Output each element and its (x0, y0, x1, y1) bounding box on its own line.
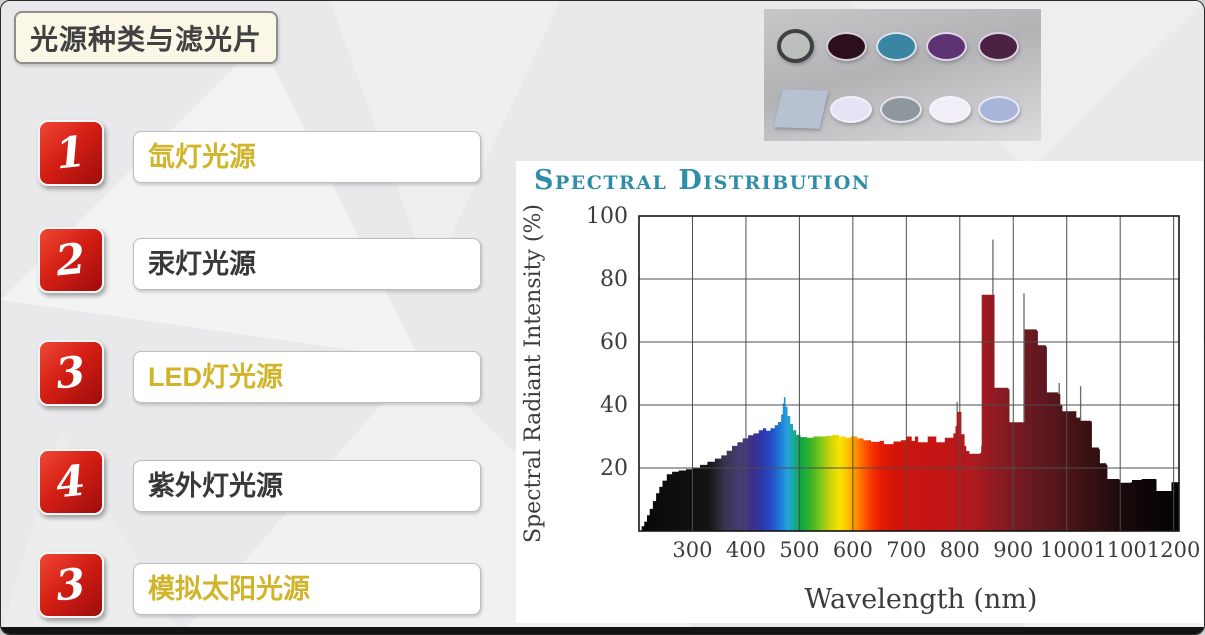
y-tick-label: 100 (586, 204, 628, 229)
periwinkle-filter (978, 96, 1020, 123)
spectrum-area (639, 294, 1179, 531)
purple-filter (926, 32, 967, 61)
item-label-box: 氙灯光源 (133, 131, 481, 183)
item-label-box: 模拟太阳光源 (133, 563, 481, 615)
plot-border (638, 215, 1180, 532)
pale-lavender-filter (830, 96, 872, 123)
y-tick-label: 60 (600, 330, 628, 355)
item-number: 2 (53, 233, 89, 286)
item-label: 紫外灯光源 (148, 470, 283, 501)
y-axis-label: Spectral Radiant Intensity (%) (521, 204, 546, 543)
x-tick-label: 900 (993, 538, 1033, 562)
item-label: 汞灯光源 (148, 248, 256, 279)
item-label-box: 紫外灯光源 (133, 460, 481, 512)
x-tick-label: 300 (672, 538, 712, 562)
item-number: 1 (53, 126, 89, 179)
list-item-4: 4 紫外灯光源 (1, 449, 521, 521)
x-tick-label: 600 (833, 538, 873, 562)
item-number-badge: 4 (38, 449, 104, 515)
item-number: 3 (53, 558, 89, 611)
plum-filter (978, 32, 1019, 61)
gray-lens-filter (777, 29, 814, 63)
y-tick-label: 20 (600, 456, 628, 481)
teal-filter (876, 32, 917, 61)
slide-title-box: 光源种类与滤光片 (14, 11, 278, 64)
list-item-5: 3 模拟太阳光源 (1, 552, 521, 624)
square-glass-filter (773, 89, 829, 129)
white-filter (929, 96, 971, 123)
y-tick-label: 40 (600, 393, 628, 418)
spectral-distribution-panel: Spectral Distribution 300 400 500 600 700 800… (516, 161, 1203, 623)
item-number-badge: 3 (38, 340, 104, 406)
filters-photo (764, 9, 1041, 141)
x-tick-label: 1000 (1040, 538, 1093, 562)
item-label: 氙灯光源 (148, 141, 256, 172)
item-label: LED灯光源 (148, 361, 283, 392)
x-tick-label: 800 (940, 538, 980, 562)
list-item-1: 1 氙灯光源 (1, 120, 521, 192)
gray-filter (880, 96, 922, 123)
x-tick-label: 500 (779, 538, 819, 562)
item-number: 4 (53, 455, 89, 508)
x-tick-label: 700 (886, 538, 926, 562)
item-number-badge: 2 (38, 227, 104, 293)
item-label-box: 汞灯光源 (133, 238, 481, 290)
dark-maroon-filter (826, 32, 867, 61)
bottom-frame-bar (1, 627, 1204, 634)
item-number-badge: 3 (38, 552, 104, 618)
x-tick-label: 400 (726, 538, 766, 562)
chart-title: Spectral Distribution (534, 165, 871, 196)
spectral-chart: 300 400 500 600 700 800 900 1000 1100 1200 20 40 60 8… (521, 204, 1200, 615)
x-tick-label: 1100 (1093, 538, 1146, 562)
x-axis-label: Wavelength (nm) (805, 584, 1038, 615)
item-number: 3 (53, 346, 89, 399)
list-item-2: 2 汞灯光源 (1, 227, 521, 299)
y-tick-label: 80 (600, 267, 628, 292)
slide-title: 光源种类与滤光片 (29, 23, 262, 55)
list-item-3: 3 LED灯光源 (1, 340, 521, 412)
item-label-box: LED灯光源 (133, 351, 481, 403)
x-tick-label: 1200 (1147, 538, 1200, 562)
item-label: 模拟太阳光源 (148, 573, 310, 604)
item-number-badge: 1 (38, 120, 104, 186)
